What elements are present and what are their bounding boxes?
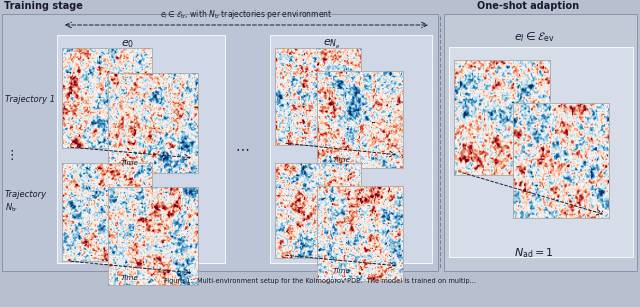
Text: Figure 1:  Multi-environment setup for the Kolmogorov PDE.  The model is trained: Figure 1: Multi-environment setup for th… bbox=[164, 278, 476, 284]
Text: $\cdots$: $\cdots$ bbox=[235, 141, 249, 155]
Text: Time: Time bbox=[333, 268, 351, 274]
Bar bbox=[57, 35, 225, 263]
Text: Trajectory 1: Trajectory 1 bbox=[5, 95, 55, 104]
Bar bbox=[444, 14, 637, 271]
Text: $\vdots$: $\vdots$ bbox=[5, 148, 14, 162]
Text: $e_l \in \mathcal{E}_{\mathrm{tr}}$, with $N_{\mathrm{tr}}$ trajectories per env: $e_l \in \mathcal{E}_{\mathrm{tr}}$, wit… bbox=[160, 8, 332, 21]
Text: $N_{\mathrm{ad}} = 1$: $N_{\mathrm{ad}} = 1$ bbox=[514, 246, 554, 260]
Text: Time: Time bbox=[333, 157, 351, 163]
Text: Time: Time bbox=[121, 160, 139, 166]
Bar bbox=[270, 35, 432, 263]
Text: Training stage: Training stage bbox=[4, 1, 83, 11]
Bar bbox=[2, 14, 438, 271]
Text: Time: Time bbox=[121, 275, 139, 281]
Bar bbox=[449, 47, 633, 257]
Text: One-shot adaption: One-shot adaption bbox=[477, 1, 579, 11]
Text: Trajectory
$N_{\mathrm{tr}}$: Trajectory $N_{\mathrm{tr}}$ bbox=[5, 190, 47, 214]
Text: $e_0$: $e_0$ bbox=[122, 38, 134, 50]
Text: $e_l \in \mathcal{E}_{\mathrm{ev}}$: $e_l \in \mathcal{E}_{\mathrm{ev}}$ bbox=[514, 30, 554, 44]
Text: $e_{N_e}$: $e_{N_e}$ bbox=[323, 38, 341, 51]
